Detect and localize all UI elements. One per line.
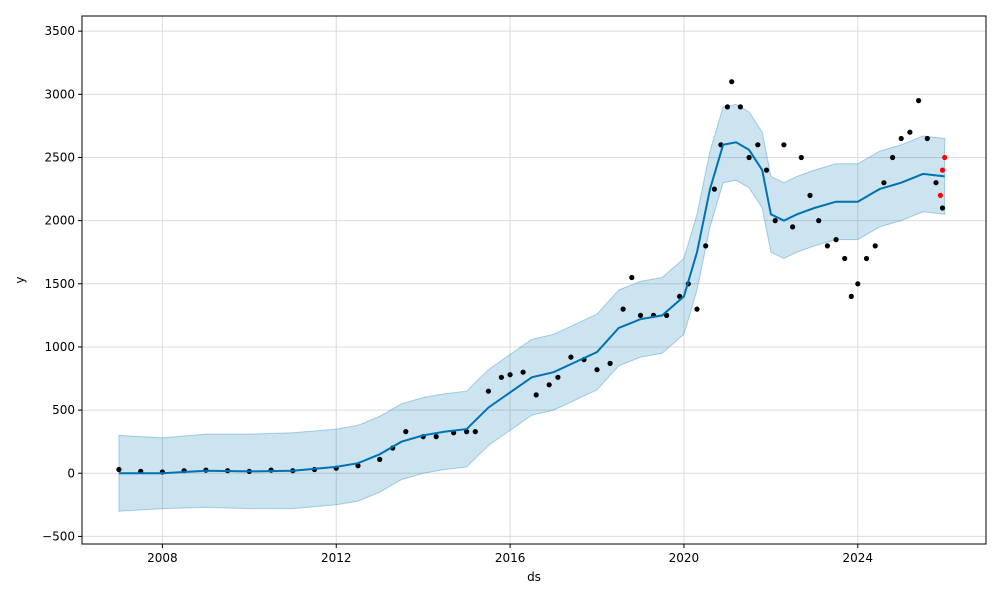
y-axis-label: y <box>13 276 27 283</box>
observed-point <box>916 98 922 104</box>
observed-point <box>694 306 700 312</box>
observed-point <box>637 312 644 318</box>
forecast-line <box>118 141 945 475</box>
observed-point <box>746 154 752 161</box>
x-tick-label: 2020 <box>669 551 700 565</box>
observed-point <box>555 374 561 380</box>
y-tick-label: 0 <box>67 466 75 480</box>
observed-point <box>607 360 613 366</box>
forecast-line-layer <box>118 141 945 475</box>
observed-point <box>807 192 813 198</box>
observed-point <box>377 456 383 462</box>
recent-point <box>937 192 944 198</box>
observed-point <box>703 243 709 249</box>
observed-point <box>833 237 839 243</box>
recent-points-layer <box>937 154 948 198</box>
observed-point <box>737 104 744 110</box>
observed-point <box>924 135 930 142</box>
observed-point <box>116 466 122 473</box>
observed-point <box>507 372 513 378</box>
observed-point <box>433 434 439 440</box>
observed-point <box>763 167 770 173</box>
observed-point <box>781 142 787 148</box>
observed-point <box>568 354 574 360</box>
observed-point <box>520 369 526 375</box>
y-tick-label: 1000 <box>44 340 75 354</box>
observed-point <box>472 429 478 435</box>
observed-point <box>898 135 904 142</box>
observed-point <box>772 218 778 224</box>
observed-point <box>842 255 848 262</box>
x-tick-label: 2008 <box>147 551 178 565</box>
observed-point <box>594 367 600 373</box>
grid-layer <box>82 16 986 544</box>
observed-point <box>863 255 870 262</box>
observed-point <box>907 129 913 135</box>
observed-point <box>403 429 409 435</box>
y-tick-label: 3000 <box>44 87 75 101</box>
observed-point <box>939 205 946 211</box>
x-tick-label: 2012 <box>321 551 352 565</box>
y-tick-label: 1500 <box>44 277 75 291</box>
observed-point <box>881 180 887 186</box>
plot-frame <box>81 15 987 545</box>
observed-point <box>933 180 939 186</box>
x-tick-label: 2016 <box>495 551 526 565</box>
y-tick-label: 2000 <box>44 214 75 228</box>
ticks-layer: 2008 2012 2016 2020 2024 −500 0 500 1000 1500 2000… <box>42 24 873 565</box>
x-tick-label: 2024 <box>843 551 874 565</box>
observed-point <box>755 142 761 148</box>
recent-point <box>939 167 946 173</box>
observed-point <box>664 312 670 318</box>
observed-point <box>798 154 804 161</box>
observed-point <box>872 243 878 249</box>
y-tick-label: 3500 <box>44 24 75 38</box>
y-tick-label: 2500 <box>44 150 75 164</box>
observed-point <box>464 429 470 435</box>
y-tick-label: −500 <box>42 529 75 543</box>
observed-point <box>855 281 861 287</box>
observed-point <box>533 392 539 398</box>
observed-point <box>629 274 635 281</box>
x-axis-label: ds <box>527 570 541 584</box>
observed-points-layer <box>116 79 946 475</box>
observed-point <box>546 382 552 388</box>
observed-point <box>790 224 796 230</box>
observed-point <box>620 306 626 312</box>
observed-point <box>711 186 718 192</box>
observed-point <box>729 79 735 85</box>
y-tick-label: 500 <box>52 403 75 417</box>
recent-point <box>942 154 948 161</box>
observed-point <box>848 293 854 299</box>
observed-point <box>485 388 491 394</box>
observed-point <box>824 243 831 249</box>
observed-point <box>816 218 822 224</box>
observed-point <box>724 104 731 110</box>
observed-point <box>890 154 896 161</box>
observed-point <box>498 374 504 380</box>
